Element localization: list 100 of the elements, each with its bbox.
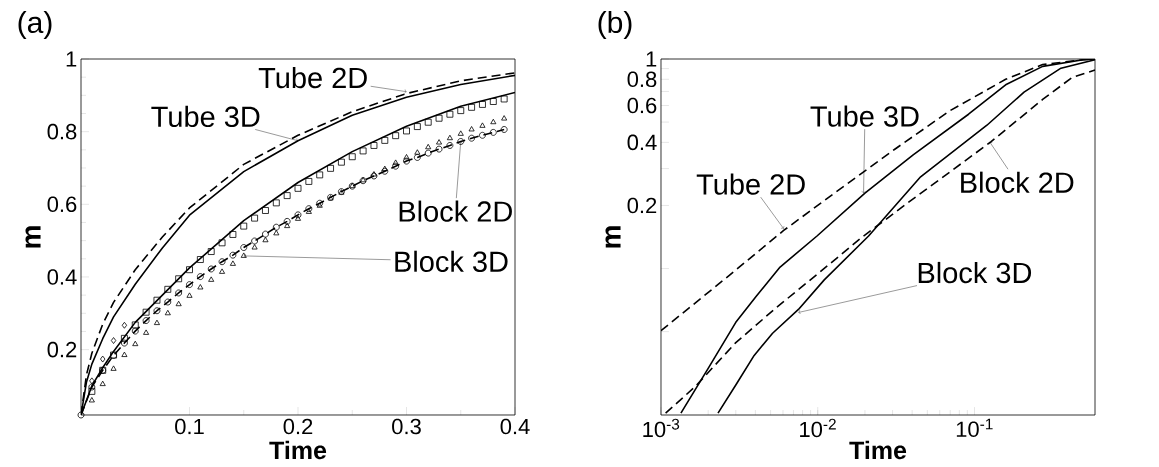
point [392, 132, 400, 140]
point [164, 298, 172, 306]
point [381, 165, 388, 171]
point [316, 171, 324, 179]
x-tick-label: 10$^{-1}$ [956, 418, 993, 438]
point [229, 251, 237, 259]
point [110, 337, 117, 344]
point [186, 281, 193, 288]
point [186, 292, 193, 298]
y-axis-title: m [605, 226, 621, 248]
y-tick-label: 0.6 [627, 97, 657, 114]
x-tick-label: 10$^{-3}$ [643, 418, 680, 438]
point [131, 327, 139, 335]
point [414, 149, 421, 155]
chart-title: (b) [598, 11, 632, 39]
x-axis-title: Time [269, 440, 327, 460]
y-tick-label: 0.8 [47, 123, 77, 140]
point [153, 319, 160, 325]
point [272, 199, 280, 207]
point [457, 130, 464, 136]
y-axis-title: m [25, 226, 41, 248]
point [305, 205, 313, 213]
point [403, 157, 410, 165]
point [110, 365, 117, 371]
point [251, 244, 258, 250]
point [251, 237, 259, 245]
point [424, 118, 432, 126]
point [284, 222, 291, 229]
point [240, 244, 248, 251]
point [294, 184, 302, 192]
point [229, 260, 236, 266]
point [89, 377, 95, 385]
point [403, 127, 410, 135]
point [121, 321, 128, 329]
point [218, 258, 226, 266]
point [88, 383, 96, 391]
point [446, 134, 453, 141]
point [468, 103, 475, 111]
point [283, 192, 291, 199]
annotation: Block 3D [918, 261, 1032, 284]
point [305, 208, 312, 214]
y-tick-label: 0.2 [47, 341, 77, 358]
point [100, 355, 106, 363]
x-tick-label: 0.4 [500, 418, 530, 435]
point [436, 139, 443, 145]
point [240, 222, 248, 230]
y-tick-label: 1 [66, 51, 77, 67]
point [273, 229, 280, 236]
annotation: Block 2D [961, 171, 1074, 193]
point [219, 268, 226, 274]
point [272, 223, 280, 231]
point [131, 321, 139, 329]
point [392, 162, 400, 170]
point [197, 284, 204, 290]
point [457, 138, 465, 145]
point [143, 329, 150, 335]
point [501, 115, 508, 121]
point [327, 164, 334, 172]
point [359, 147, 367, 155]
point [121, 334, 128, 342]
point [132, 340, 139, 347]
point [403, 154, 410, 160]
point [457, 107, 465, 114]
point [316, 199, 324, 207]
annotation: Block 3D [395, 250, 508, 272]
y-tick-label: 0.4 [47, 269, 77, 285]
annotation: Block 2D [399, 200, 512, 222]
point [370, 142, 378, 149]
x-tick-label: 10$^{-2}$ [800, 418, 836, 438]
point [305, 178, 313, 185]
point [186, 266, 193, 274]
point [295, 215, 301, 221]
point [490, 118, 497, 125]
x-tick-label: 0.1 [175, 418, 204, 435]
point [77, 411, 85, 419]
point [489, 128, 497, 136]
point [208, 276, 215, 282]
point [164, 309, 171, 316]
point [121, 339, 128, 347]
y-tick-label: 0.2 [627, 197, 657, 214]
point [479, 122, 486, 128]
point [370, 171, 377, 177]
point [99, 380, 106, 387]
point [142, 308, 150, 316]
chart-title: (a) [18, 11, 52, 39]
point [316, 202, 323, 208]
point [500, 126, 508, 133]
point [175, 289, 183, 297]
point [262, 236, 269, 243]
point [446, 142, 454, 149]
y-tick-label: 1 [646, 51, 657, 67]
y-tick-label: 0.8 [627, 71, 657, 88]
annotation: Tube 2D [258, 66, 367, 89]
x-tick-label: 0.2 [283, 418, 313, 435]
point [489, 98, 497, 105]
point [370, 172, 378, 180]
annotation: Tube 3D [810, 105, 919, 127]
point [294, 211, 302, 219]
point [207, 248, 215, 255]
y-tick-label: 0.4 [627, 134, 657, 151]
